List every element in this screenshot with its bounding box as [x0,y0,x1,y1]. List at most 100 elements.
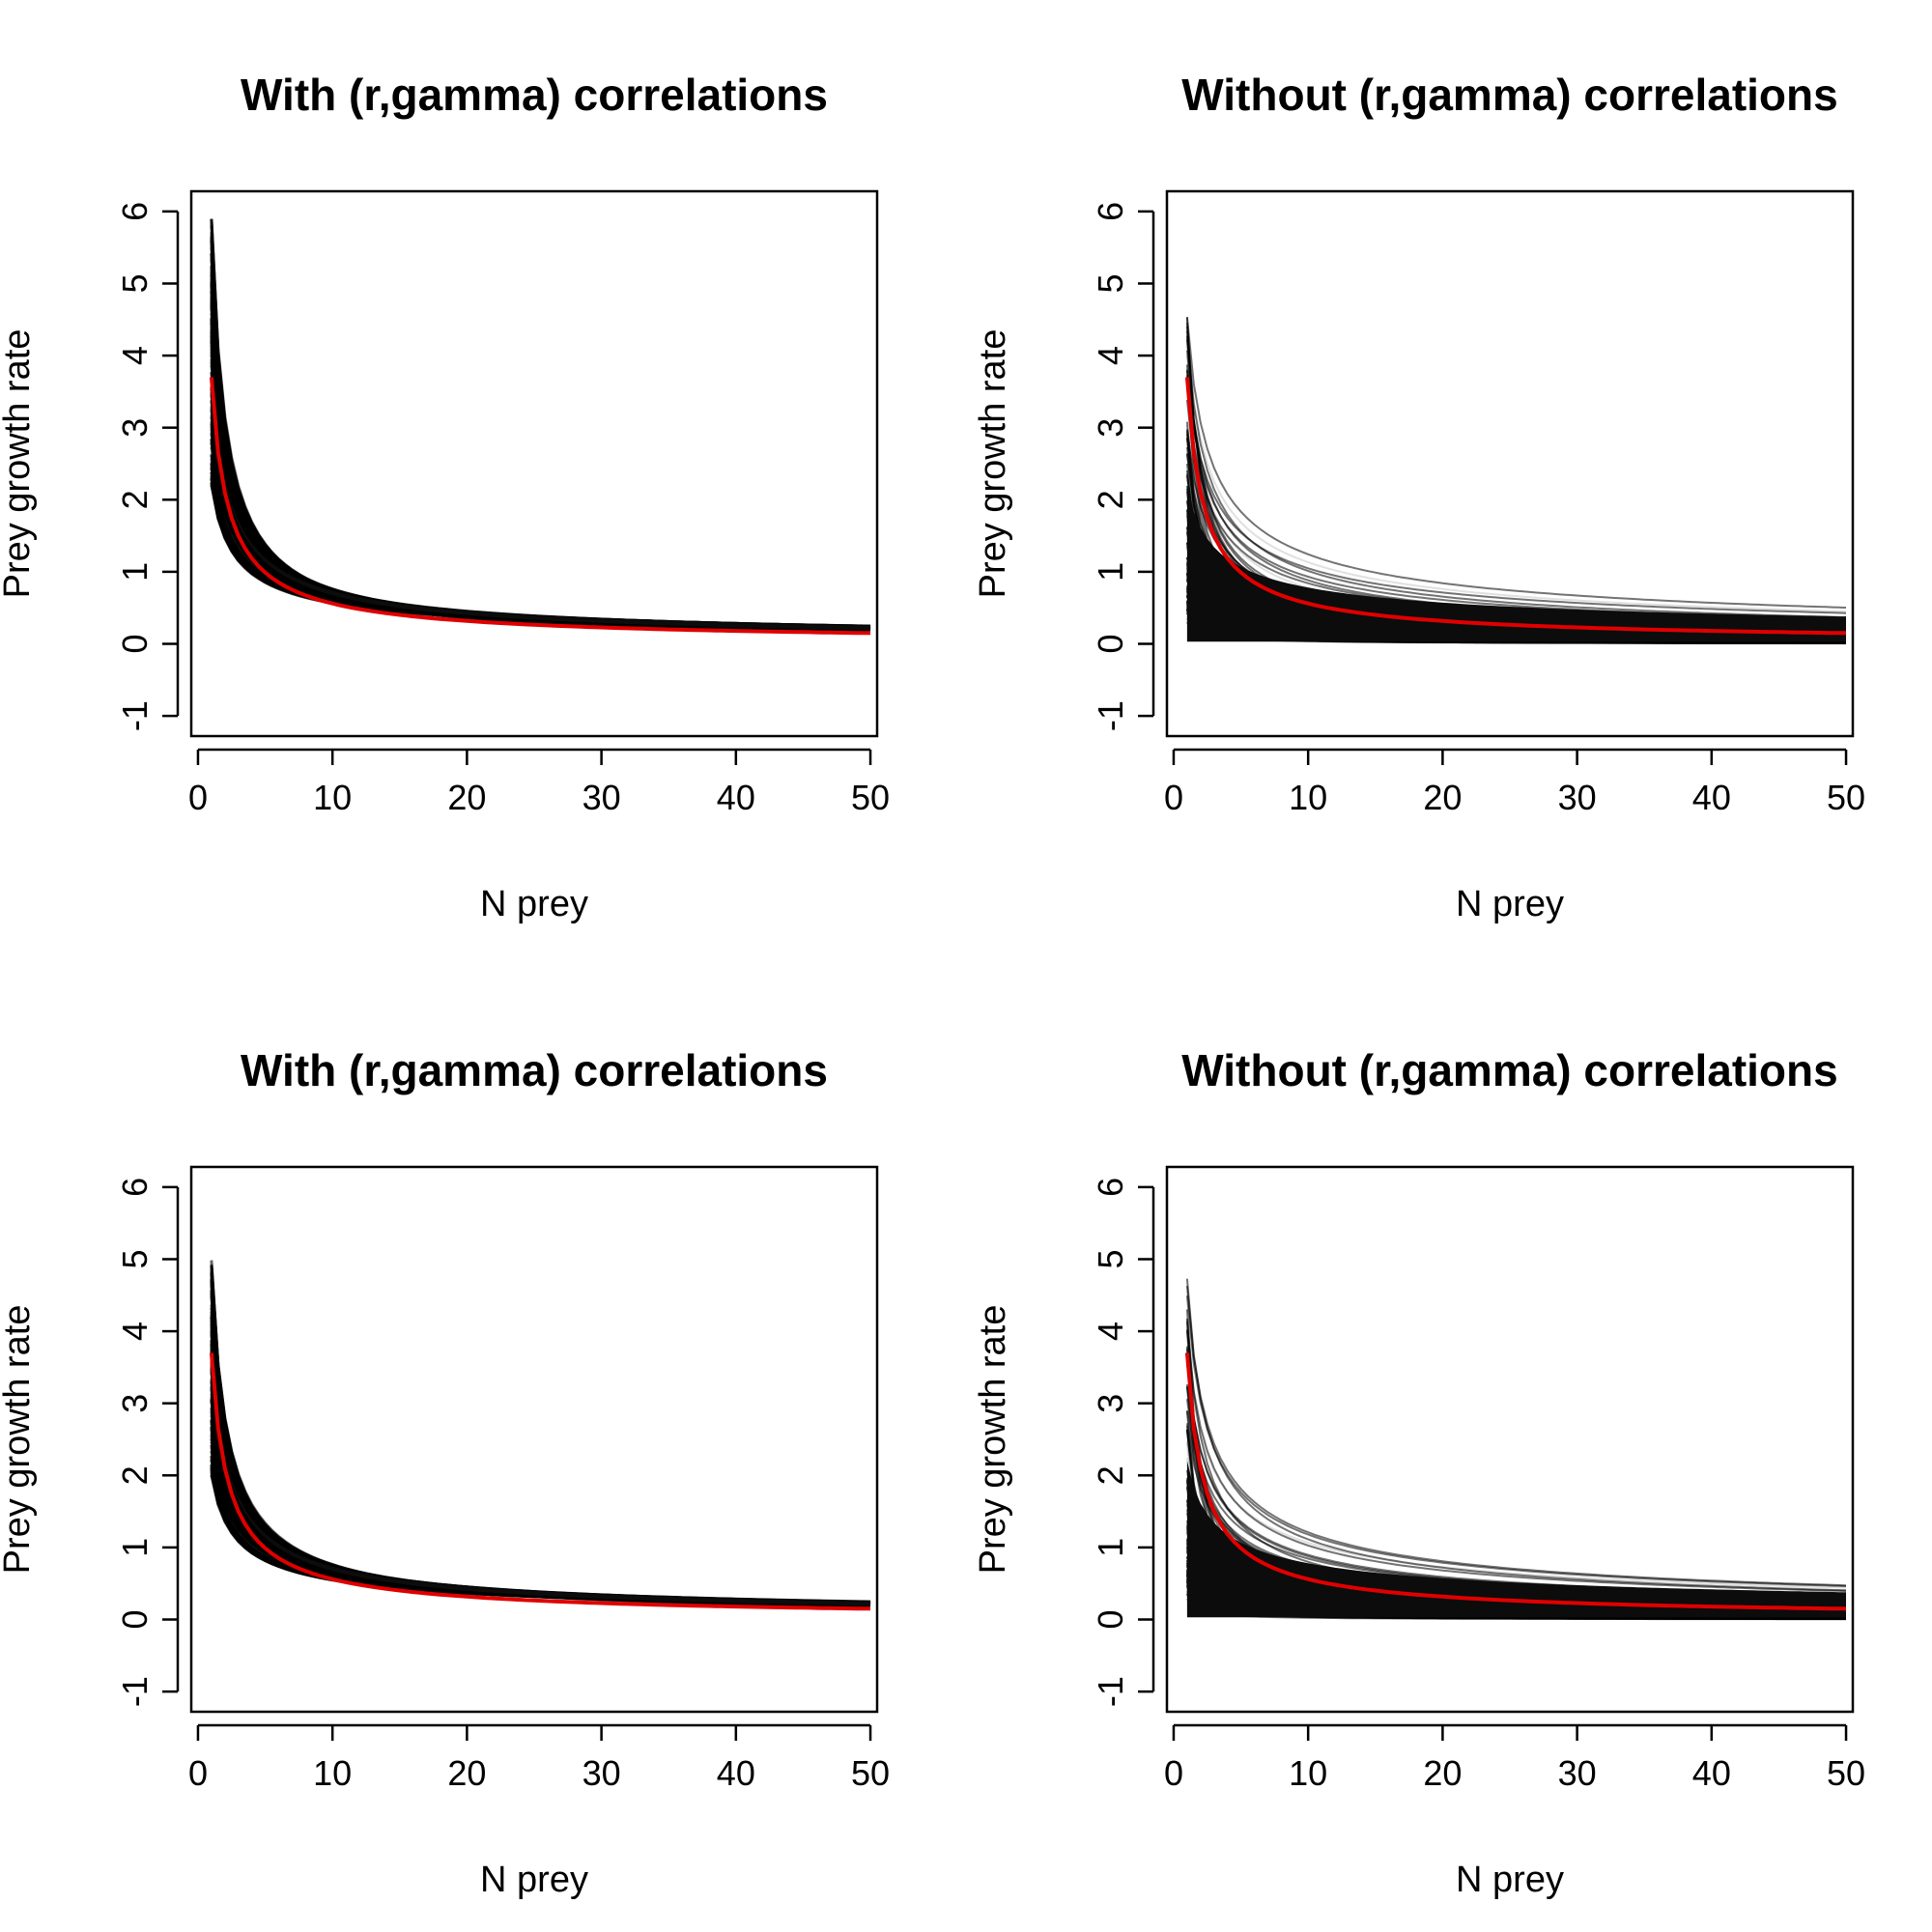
panel-1: 0 10 20 30 40 50 -1 0 1 2 3 4 5 6 With (r,gamma) corre… [0,70,890,924]
y-tick-label: 6 [1091,1178,1130,1197]
ensemble-curve [210,281,871,632]
x-tick-label: 30 [1558,778,1597,817]
chart-title: Without (r,gamma) correlations [1181,70,1837,120]
ensemble-curve [210,253,871,634]
ensemble-curve [210,464,871,631]
mean-curve [209,377,870,636]
ensemble-curve [1185,350,1847,623]
ensemble-curve [1185,335,1847,618]
ensemble-curve [210,225,871,635]
ensemble-curve [1185,337,1847,612]
y-tick-label: 0 [1091,1609,1130,1629]
x-tick-label: 40 [1692,1753,1731,1793]
y-tick-label: 3 [115,418,155,438]
ensemble-curve [210,1468,871,1605]
ensemble-curve [210,453,871,629]
x-tick-label: 20 [1423,778,1462,817]
y-tick-label: 5 [115,273,155,293]
ensemble-curve [210,1463,871,1605]
y-axis: -1 0 1 2 3 4 5 6 [115,202,180,731]
ensemble-curve [1185,370,1847,614]
ensemble-curve [210,1456,871,1605]
ensemble-curve [210,1466,871,1605]
ensemble-curve [210,468,871,629]
chart-title: Without (r,gamma) correlations [1181,1045,1837,1095]
ensemble-curve [210,238,871,634]
ensemble-curve [210,1466,871,1605]
ensemble-curve [210,273,871,634]
ensemble-curve [210,1474,871,1605]
x-tick-label: 10 [1289,778,1327,817]
y-tick-label: 5 [1091,1249,1130,1268]
x-tick-label: 0 [188,1753,208,1793]
ensemble-curve [210,1464,871,1605]
ensemble-curve [210,458,871,630]
ensemble-curve [210,232,871,633]
y-axis: -1 0 1 2 3 4 5 6 [1091,1178,1155,1707]
chart-title: With (r,gamma) correlations [241,1045,828,1095]
ensemble-curve [210,481,870,630]
ensemble-curve [210,482,871,630]
x-tick-label: 50 [851,1753,890,1793]
y-tick-label: 1 [115,1538,155,1557]
ensemble-curve [1185,369,1847,620]
ensemble-curve [1185,1278,1847,1592]
ensemble-curve [210,290,871,631]
y-tick-label: 3 [115,1394,155,1413]
ensemble-curve [210,1429,871,1605]
ensemble-curve [210,1264,871,1607]
plot-area [209,218,871,636]
ensemble-curve [210,1441,871,1605]
plot-frame [1165,189,1855,738]
x-tick-label: 10 [313,1753,352,1793]
ensemble-curve [210,474,871,629]
x-tick-label: 20 [447,1753,486,1793]
panel-4: 0 10 20 30 40 50 -1 0 1 2 3 4 5 6 Without (r,gamma) co… [973,1045,1865,1900]
ensemble-curve [210,274,871,633]
mean-curve [209,1352,870,1611]
x-axis: 0 10 20 30 40 50 [188,1723,890,1793]
ensemble-curve [210,1438,871,1605]
y-tick-label: 1 [1091,562,1130,582]
ensemble-curve [210,467,871,629]
ensemble-curve [210,1474,871,1605]
ensemble-curve [210,454,871,631]
x-axis: 0 10 20 30 40 50 [188,748,890,817]
y-tick-label: 1 [1091,1538,1130,1557]
ensemble-curve [210,1450,871,1605]
ensemble-curve [210,235,871,634]
y-tick-label: 3 [1091,1394,1130,1413]
ensemble-curve [210,484,871,630]
ensemble-curve [210,1460,871,1605]
y-tick-label: -1 [115,1676,155,1707]
x-axis: 0 10 20 30 40 50 [1164,1723,1865,1793]
x-tick-label: 40 [717,1753,755,1793]
y-axis: -1 0 1 2 3 4 5 6 [115,1178,180,1707]
ensemble-curve [1185,1286,1847,1587]
ensemble-curve [210,1458,871,1606]
y-tick-label: 3 [1091,418,1130,438]
y-tick-label: -1 [115,700,155,731]
ensemble-curve [210,1459,871,1605]
plot-frame [1165,1165,1855,1714]
y-tick-label: 4 [1091,346,1130,365]
ensemble-curve [1185,1347,1847,1589]
ensemble-curve [210,1472,871,1605]
ensemble-curve [210,477,871,630]
ensemble-core [1186,485,1846,642]
ensemble-curve [210,1446,871,1605]
x-axis-label: N prey [1456,884,1564,924]
y-axis-label: Prey growth rate [0,1305,38,1575]
ensemble-curve [210,471,871,629]
ensemble-curve [210,478,871,630]
ensemble-curve [210,218,871,635]
y-tick-label: 4 [115,346,155,365]
x-tick-label: 10 [1289,1753,1327,1793]
y-tick-label: 5 [1091,273,1130,293]
x-tick-label: 30 [582,1753,621,1793]
ensemble-curve [1185,1295,1847,1587]
chart-title: With (r,gamma) correlations [241,70,828,120]
ensemble-curve [210,1432,871,1606]
y-tick-label: 0 [115,634,155,653]
ensemble-curve [1185,317,1847,609]
